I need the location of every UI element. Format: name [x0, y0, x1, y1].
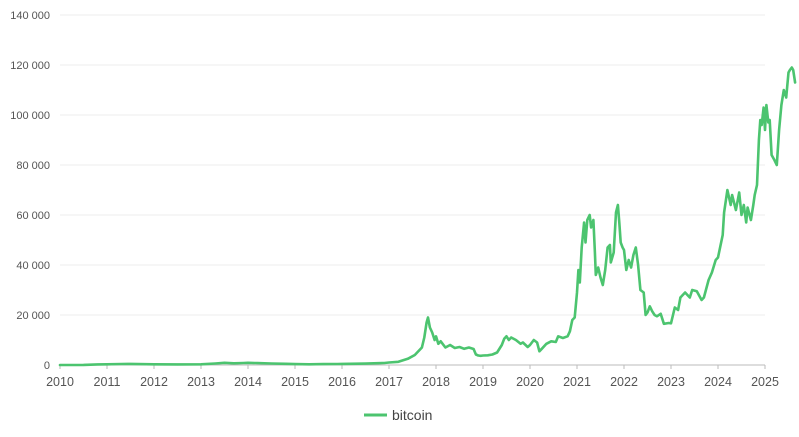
x-tick-label: 2021: [563, 375, 591, 389]
x-tick-label: 2025: [751, 375, 779, 389]
x-tick-label: 2018: [422, 375, 450, 389]
y-tick-label: 140 000: [10, 10, 50, 22]
x-tick-label: 2015: [281, 375, 309, 389]
y-tick-label: 40 000: [16, 260, 50, 272]
grid-lines: [60, 14, 765, 316]
series-line-bitcoin[interactable]: [58, 66, 797, 367]
y-axis-ticks: 0 20 000 40 000 60 000 80 000 100 000 120 000 1…: [10, 10, 50, 372]
y-tick-label: 60 000: [16, 210, 50, 222]
x-tick-label: 2022: [610, 375, 638, 389]
legend-label-bitcoin: bitcoin: [392, 407, 432, 423]
x-tick-label: 2017: [375, 375, 403, 389]
x-tick-label: 2011: [94, 375, 121, 389]
x-tick-label: 2014: [234, 375, 262, 389]
x-axis-ticks: 2010 2011 2012 2013 2014 2015 2016 2017 2018 2019…: [46, 365, 779, 389]
x-tick-label: 2019: [469, 375, 497, 389]
x-tick-label: 2010: [46, 375, 74, 389]
x-tick-label: 2012: [140, 375, 168, 389]
y-tick-label: 100 000: [10, 110, 50, 122]
y-tick-label: 0: [44, 360, 50, 372]
x-tick-label: 2020: [516, 375, 544, 389]
y-tick-label: 120 000: [10, 60, 50, 72]
series-layer: [58, 66, 797, 367]
y-tick-label: 20 000: [16, 310, 50, 322]
x-tick-label: 2024: [704, 375, 732, 389]
y-tick-label: 80 000: [16, 160, 50, 172]
x-tick-label: 2016: [328, 375, 356, 389]
legend[interactable]: bitcoin: [364, 407, 432, 423]
x-tick-label: 2013: [187, 375, 215, 389]
x-tick-label: 2023: [657, 375, 685, 389]
